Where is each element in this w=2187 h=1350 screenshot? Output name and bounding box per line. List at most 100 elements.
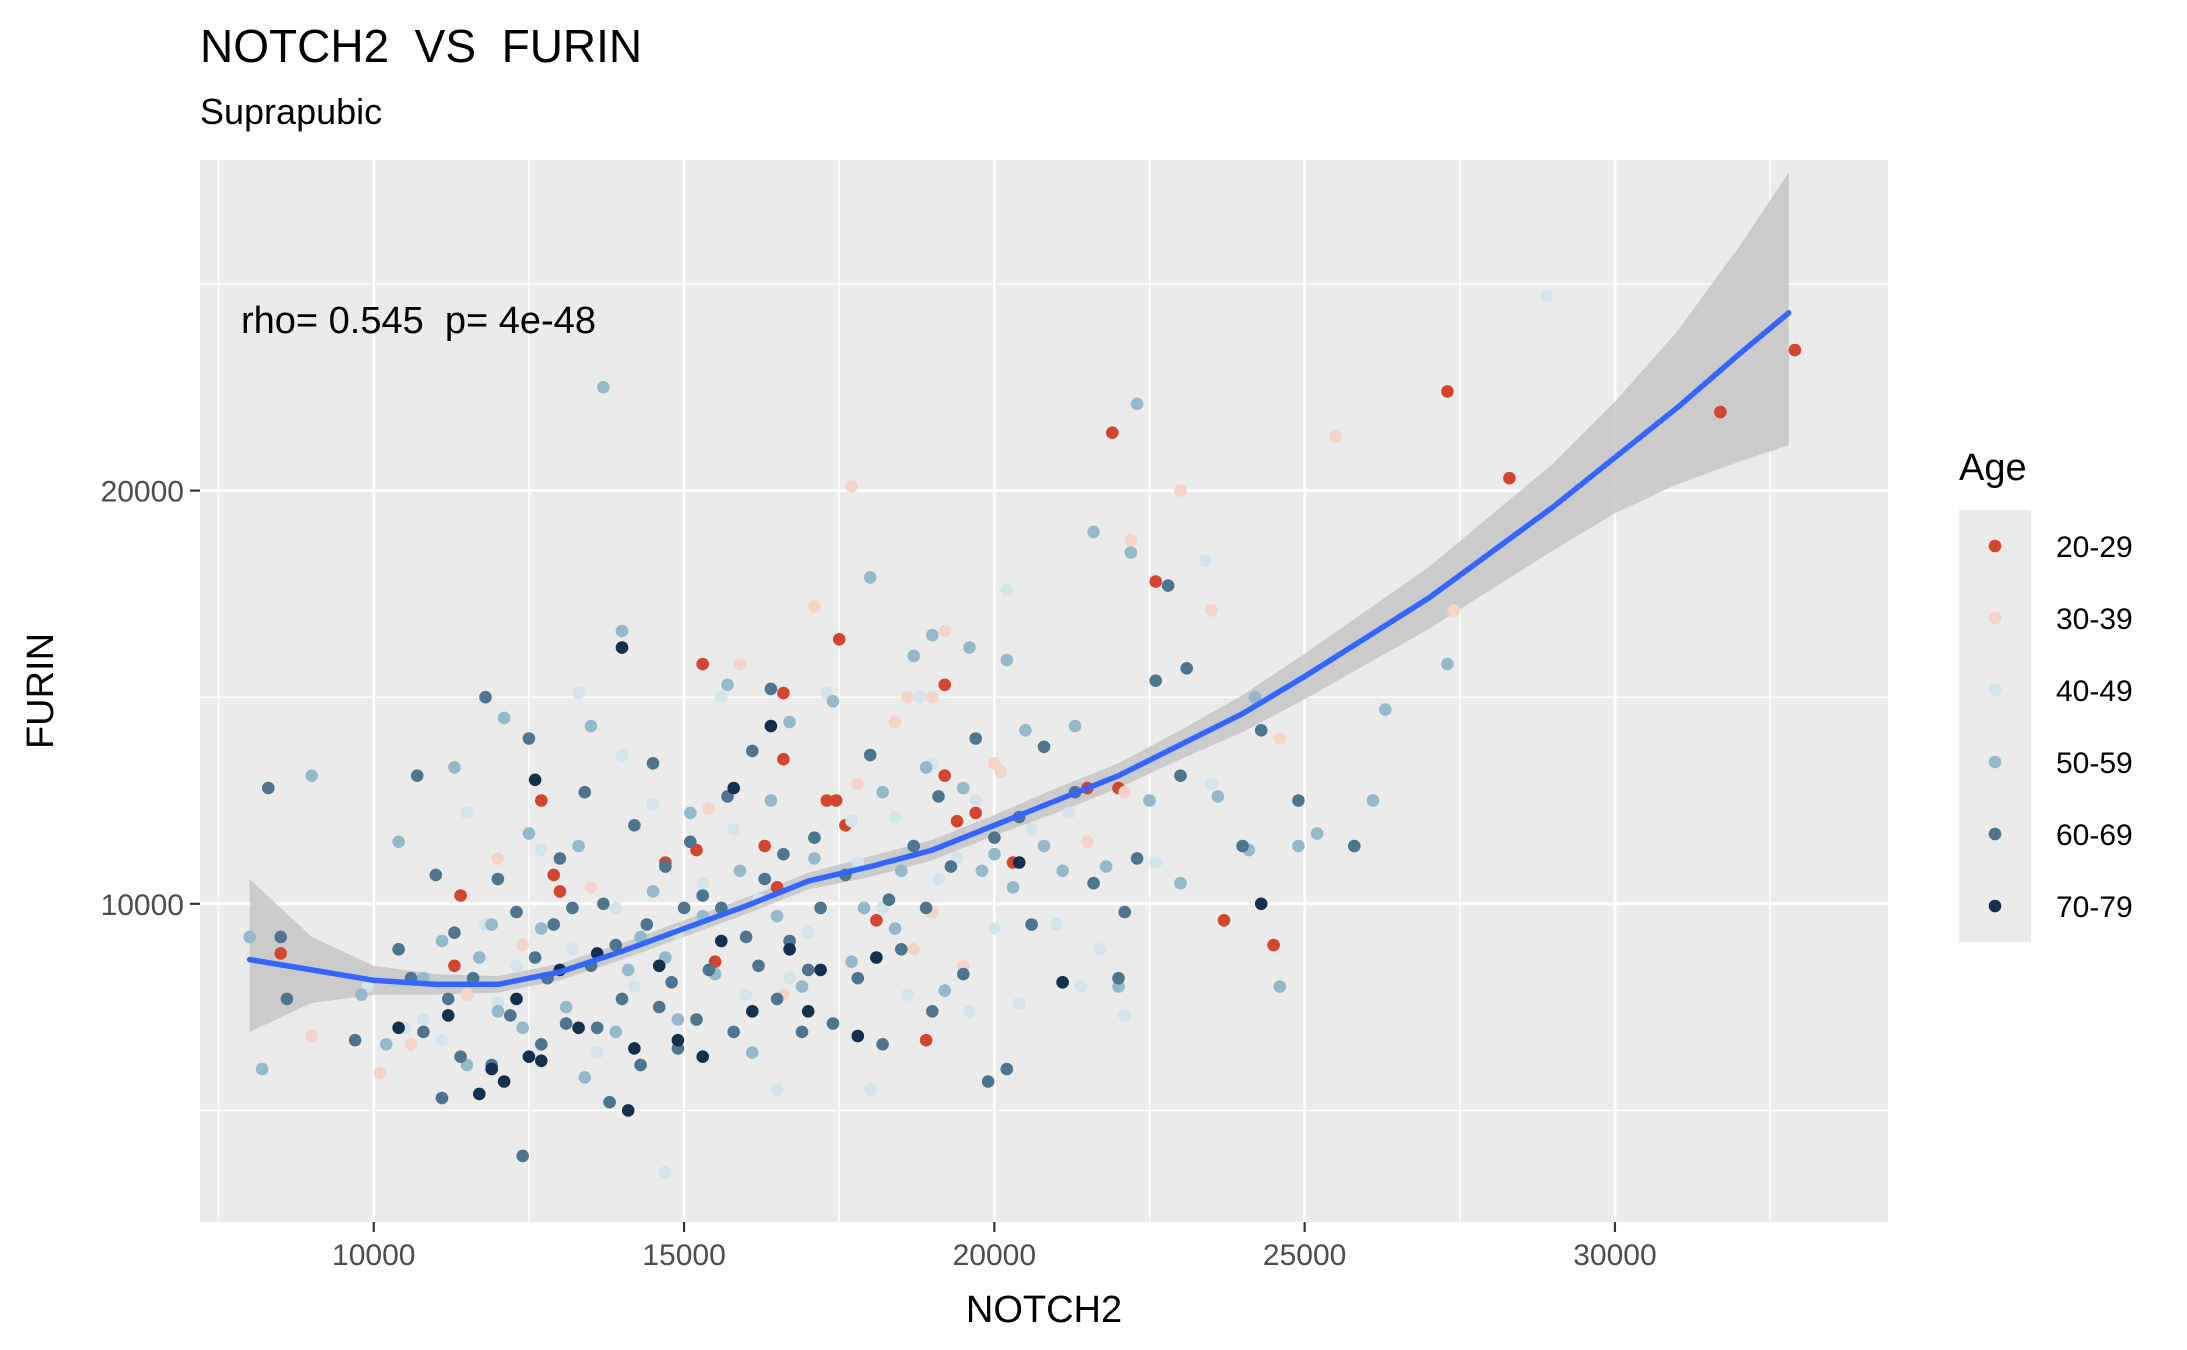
data-point-60-69 — [826, 1017, 840, 1030]
data-point-40-49 — [590, 1046, 604, 1059]
data-point-60-69 — [516, 1149, 529, 1163]
data-point-70-79 — [522, 1050, 536, 1063]
data-point-40-49 — [932, 872, 945, 886]
legend-title: Age — [1959, 447, 2027, 489]
y-tick-label: 20000 — [101, 476, 184, 509]
data-point-50-59 — [497, 711, 511, 725]
data-point-50-59 — [826, 695, 840, 708]
data-point-60-69 — [795, 1025, 809, 1039]
data-point-50-59 — [1211, 790, 1225, 803]
data-point-40-49 — [460, 806, 474, 820]
data-point-60-69 — [665, 976, 678, 989]
chart-subtitle: Suprapubic — [200, 91, 382, 132]
data-point-60-69 — [429, 868, 443, 882]
legend-label-50-59: 50-59 — [2056, 747, 2133, 780]
data-point-50-59 — [975, 864, 989, 878]
data-point-60-69 — [696, 889, 709, 902]
data-point-50-59 — [473, 951, 486, 964]
data-point-60-69 — [553, 852, 567, 865]
data-point-60-69 — [727, 1025, 740, 1039]
data-point-60-69 — [479, 690, 492, 704]
data-point-60-69 — [1292, 794, 1305, 807]
data-point-40-49 — [715, 690, 728, 704]
data-point-70-79 — [715, 934, 728, 948]
data-point-40-49 — [1012, 996, 1026, 1010]
data-point-60-69 — [597, 897, 610, 911]
data-point-40-49 — [535, 843, 548, 857]
data-point-50-59 — [746, 1046, 759, 1059]
data-point-30-39 — [516, 938, 529, 952]
data-point-60-69 — [1174, 769, 1187, 782]
data-point-50-59 — [1068, 719, 1082, 733]
data-point-40-49 — [845, 814, 858, 828]
data-point-30-39 — [1329, 430, 1342, 444]
plot-panel — [200, 160, 1888, 1222]
data-point-20-29 — [938, 769, 951, 782]
data-point-50-59 — [634, 930, 647, 944]
data-point-60-69 — [1112, 971, 1125, 985]
data-point-70-79 — [621, 1104, 635, 1117]
data-point-40-49 — [1025, 823, 1038, 836]
data-point-70-79 — [814, 963, 827, 977]
data-point-50-59 — [355, 988, 368, 1001]
data-point-60-69 — [777, 847, 790, 861]
data-point-20-29 — [870, 914, 883, 927]
data-point-50-59 — [1248, 690, 1262, 704]
data-point-40-49 — [851, 856, 865, 869]
data-point-60-69 — [652, 1000, 666, 1014]
data-point-20-29 — [535, 794, 548, 807]
data-point-70-79 — [727, 781, 740, 795]
data-point-40-49 — [1000, 583, 1014, 597]
x-tick-label: 15000 — [642, 1239, 725, 1272]
data-point-60-69 — [932, 790, 945, 803]
data-point-70-79 — [851, 1029, 865, 1043]
data-point-60-69 — [1149, 674, 1162, 687]
data-point-40-49 — [609, 901, 623, 915]
data-point-60-69 — [448, 926, 461, 939]
data-point-50-59 — [907, 649, 920, 663]
data-point-20-29 — [274, 947, 288, 960]
data-point-50-59 — [1292, 839, 1305, 853]
legend-label-30-39: 30-39 — [2056, 603, 2133, 636]
data-point-40-49 — [1540, 290, 1553, 303]
data-point-70-79 — [870, 951, 883, 964]
legend-key-50-59 — [1988, 755, 2002, 769]
data-point-20-29 — [777, 752, 790, 766]
data-point-50-59 — [578, 1071, 592, 1084]
data-point-60-69 — [1161, 579, 1175, 592]
data-point-20-29 — [1714, 405, 1727, 419]
data-point-40-49 — [783, 971, 796, 985]
data-point-60-69 — [547, 918, 560, 931]
data-point-60-69 — [801, 963, 815, 977]
data-point-30-39 — [808, 600, 821, 613]
data-point-50-59 — [919, 761, 933, 774]
smooth-line — [246, 310, 1792, 988]
data-point-40-49 — [1062, 806, 1076, 820]
data-point-50-59 — [485, 918, 499, 931]
data-point-70-79 — [473, 1087, 486, 1101]
data-point-60-69 — [1130, 852, 1144, 865]
data-point-60-69 — [1087, 876, 1100, 890]
x-axis-label: NOTCH2 — [966, 1289, 1122, 1331]
data-point-50-59 — [1000, 653, 1014, 667]
y-axis-label: FURIN — [20, 633, 62, 749]
data-point-40-49 — [1205, 777, 1218, 791]
data-point-50-59 — [535, 922, 548, 935]
data-point-70-79 — [764, 719, 778, 733]
data-point-20-29 — [969, 806, 982, 820]
data-point-60-69 — [851, 971, 865, 985]
data-point-30-39 — [373, 1066, 387, 1080]
data-point-70-79 — [615, 641, 629, 654]
data-point-60-69 — [628, 819, 641, 832]
x-tick-label: 30000 — [1573, 1239, 1656, 1272]
data-point-50-59 — [243, 930, 256, 944]
data-point-70-79 — [497, 1075, 511, 1088]
data-point-50-59 — [1366, 794, 1380, 807]
data-point-70-79 — [1254, 897, 1268, 911]
data-point-50-59 — [435, 934, 449, 948]
data-point-30-39 — [404, 1038, 418, 1051]
data-point-70-79 — [652, 959, 666, 973]
data-point-60-69 — [944, 860, 958, 873]
data-point-60-69 — [814, 901, 827, 915]
